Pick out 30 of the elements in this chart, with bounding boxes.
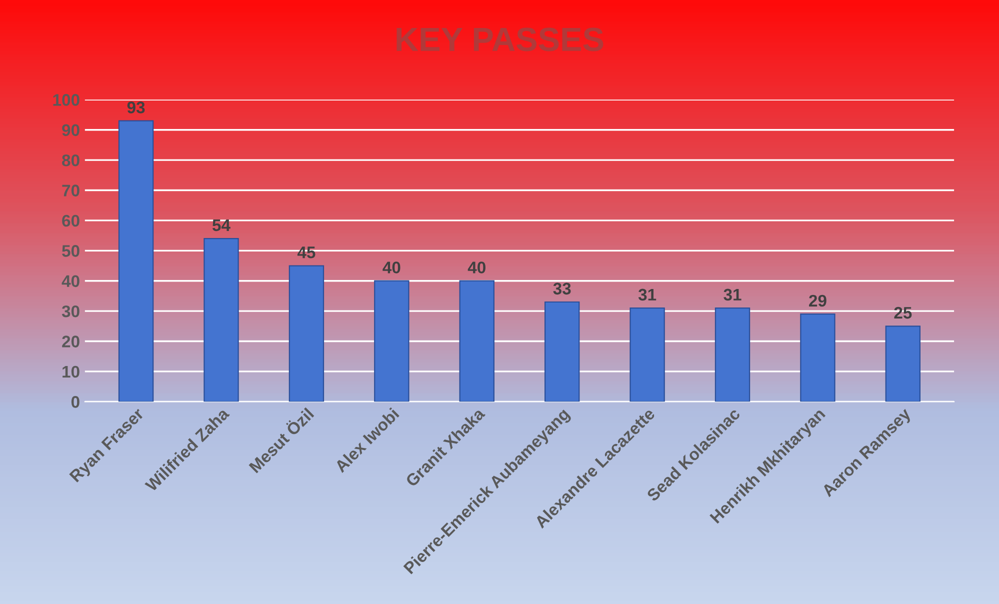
y-tick-label: 60 — [62, 214, 80, 227]
bar — [544, 301, 580, 402]
data-label: 31 — [638, 288, 656, 301]
y-tick-label: 80 — [62, 154, 80, 166]
bar — [800, 314, 836, 402]
bar — [459, 280, 494, 402]
data-label: 33 — [553, 282, 571, 295]
data-label: 29 — [809, 294, 826, 307]
y-tick-label: 0 — [71, 396, 80, 408]
chart-title: KEY PASSES — [396, 28, 604, 52]
y-tick-label: 30 — [62, 305, 80, 318]
data-label: 93 — [127, 102, 145, 114]
y-tick-label: 10 — [62, 366, 80, 378]
y-tick-label: 70 — [62, 184, 80, 196]
y-tick-label: 90 — [62, 124, 80, 136]
data-label: 31 — [724, 288, 742, 301]
bar — [204, 238, 239, 402]
y-tick-label: 50 — [62, 245, 80, 257]
bar — [885, 326, 921, 402]
bar — [288, 265, 324, 402]
bar — [714, 307, 750, 402]
data-label: 40 — [382, 262, 400, 274]
data-label: 54 — [212, 219, 230, 232]
y-tick-label: 100 — [53, 94, 80, 106]
bar — [374, 280, 410, 402]
bar — [118, 120, 154, 402]
y-tick-label: 40 — [62, 275, 80, 288]
data-label: 40 — [468, 262, 486, 274]
bar — [630, 307, 665, 402]
y-tick-label: 20 — [62, 336, 80, 348]
